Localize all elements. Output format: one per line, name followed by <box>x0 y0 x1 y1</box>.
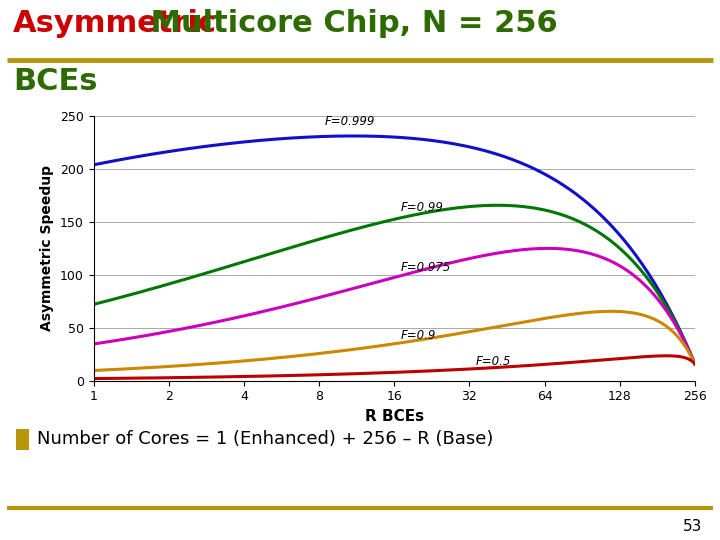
Text: Asymmetric: Asymmetric <box>13 9 217 38</box>
Y-axis label: Asymmetric Speedup: Asymmetric Speedup <box>40 165 55 332</box>
Text: Number of Cores = 1 (Enhanced) + 256 – R (Base): Number of Cores = 1 (Enhanced) + 256 – R… <box>37 430 494 448</box>
Text: BCEs: BCEs <box>13 67 97 96</box>
FancyBboxPatch shape <box>16 429 29 450</box>
X-axis label: R BCEs: R BCEs <box>364 409 424 424</box>
Text: F=0.975: F=0.975 <box>400 261 451 274</box>
Text: 53: 53 <box>683 519 702 534</box>
Text: F=0.999: F=0.999 <box>325 115 375 128</box>
Text: F=0.9: F=0.9 <box>400 329 436 342</box>
Text: Multicore Chip, N = 256: Multicore Chip, N = 256 <box>140 9 558 38</box>
Text: F=0.99: F=0.99 <box>400 201 443 214</box>
Text: F=0.5: F=0.5 <box>475 355 510 368</box>
